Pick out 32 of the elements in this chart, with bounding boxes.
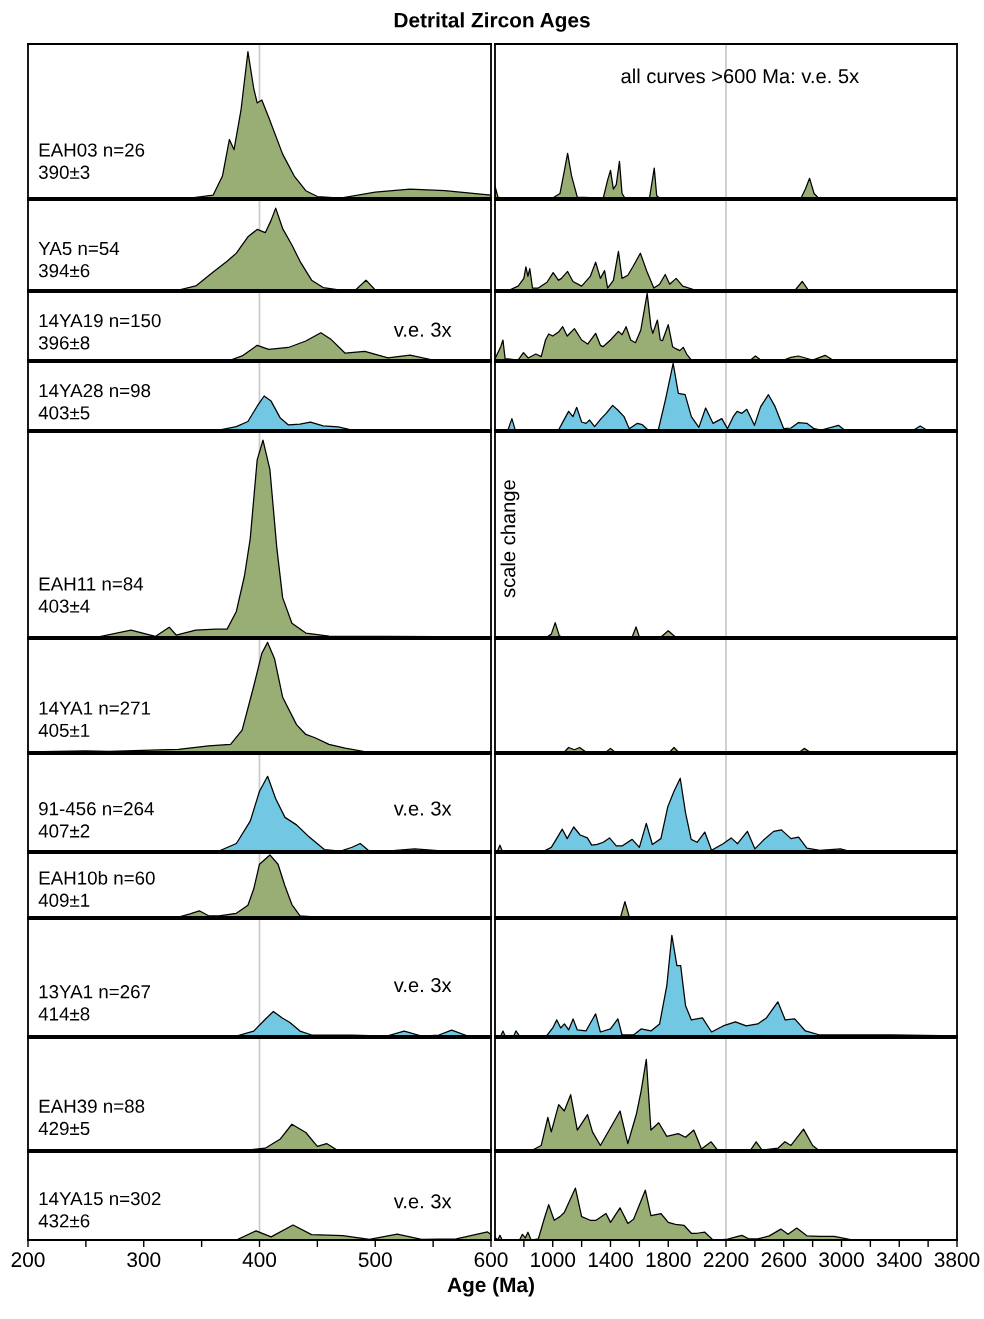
text: v.e. 3x xyxy=(393,1194,452,1209)
annotation: EAH03 n=26 390±3 xyxy=(38,143,145,179)
x-tick-label: 400 xyxy=(242,1252,277,1268)
x-tick-label: 3000 xyxy=(819,1252,864,1268)
text: scale change xyxy=(500,480,520,598)
annotation: 14YA15 n=302 432±6 xyxy=(38,1191,161,1228)
x-tick-label: 2600 xyxy=(761,1252,807,1268)
x-tick-label: 2200 xyxy=(703,1252,749,1268)
x-tick-label: 300 xyxy=(127,1252,161,1268)
annotation: EAH39 n=88 429±5 xyxy=(38,1099,145,1136)
x-tick-label: 1000 xyxy=(531,1252,576,1268)
x-tick-label: 200 xyxy=(11,1252,45,1268)
x-tick-label: 600 xyxy=(474,1252,508,1268)
x-tick-label: 500 xyxy=(358,1252,392,1268)
annotation: YA5 n=54 394±6 xyxy=(38,241,120,278)
annotation: 14YA28 n=98 403±5 xyxy=(38,383,151,420)
x-tick-label: 3800 xyxy=(934,1252,980,1268)
text: v.e. 3x xyxy=(393,978,452,993)
annotation: v.e. 3x xyxy=(393,801,452,816)
x-tick-label: 1400 xyxy=(588,1252,633,1268)
annotation: 13YA1 n=267 414±8 xyxy=(38,985,151,1021)
chart-subtitle: all curves >600 Ma: v.e. 5x xyxy=(621,68,859,84)
annotation: EAH10b n=60 409±1 xyxy=(38,870,155,907)
annotation: EAH11 n=84 403±4 xyxy=(38,577,144,613)
annotation: 14YA19 n=150 396±8 xyxy=(38,313,161,350)
annotation: 91-456 n=264 407±2 xyxy=(38,802,154,838)
annotation: 14YA1 n=271 405±1 xyxy=(38,701,151,737)
annotation: v.e. 3x xyxy=(393,322,452,337)
x-tick-label: 1800 xyxy=(646,1252,691,1268)
chart-title: Detrital Zircon Ages xyxy=(394,12,590,32)
x-axis-title: Age (Ma) xyxy=(447,1276,534,1297)
x-tick-label: 3400 xyxy=(876,1252,922,1268)
